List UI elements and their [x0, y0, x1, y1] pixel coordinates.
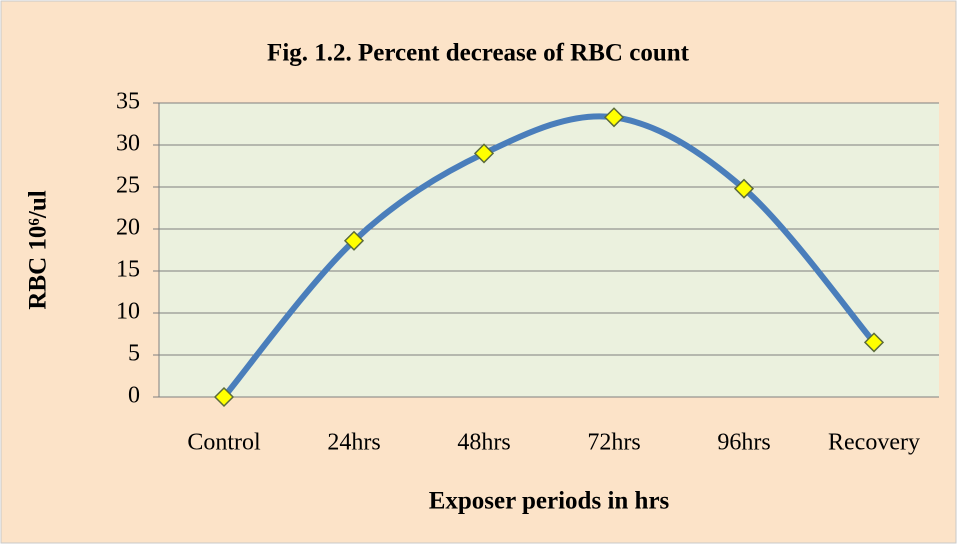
y-tick-label: 10 — [116, 299, 140, 325]
data-point — [863, 332, 885, 353]
y-tick-label: 20 — [116, 215, 140, 241]
y-tick-label: 5 — [128, 341, 140, 367]
y-tick-label: 35 — [116, 89, 140, 115]
plot-area — [159, 103, 939, 397]
x-tick-label: 24hrs — [327, 430, 380, 456]
y-tick-label: 15 — [116, 257, 140, 283]
y-tick-label: 25 — [116, 173, 140, 199]
data-point — [343, 230, 365, 251]
y-tick-label: 30 — [116, 131, 140, 157]
x-tick-label: Control — [187, 430, 261, 456]
chart-title: Fig. 1.2. Percent decrease of RBC count — [267, 40, 690, 67]
x-axis-label: Exposer periods in hrs — [429, 488, 670, 515]
data-point — [213, 386, 235, 408]
x-tick-label: Recovery — [828, 430, 920, 456]
data-point — [473, 143, 495, 164]
y-axis-label: RBC 10⁶/ul — [25, 190, 52, 309]
y-tick-label: 0 — [128, 383, 140, 409]
x-tick-label: 72hrs — [587, 430, 640, 456]
x-tick-label: 96hrs — [717, 430, 770, 456]
data-line — [221, 113, 877, 400]
data-point — [733, 178, 755, 199]
data-point — [603, 107, 625, 128]
x-tick-label: 48hrs — [457, 430, 510, 456]
